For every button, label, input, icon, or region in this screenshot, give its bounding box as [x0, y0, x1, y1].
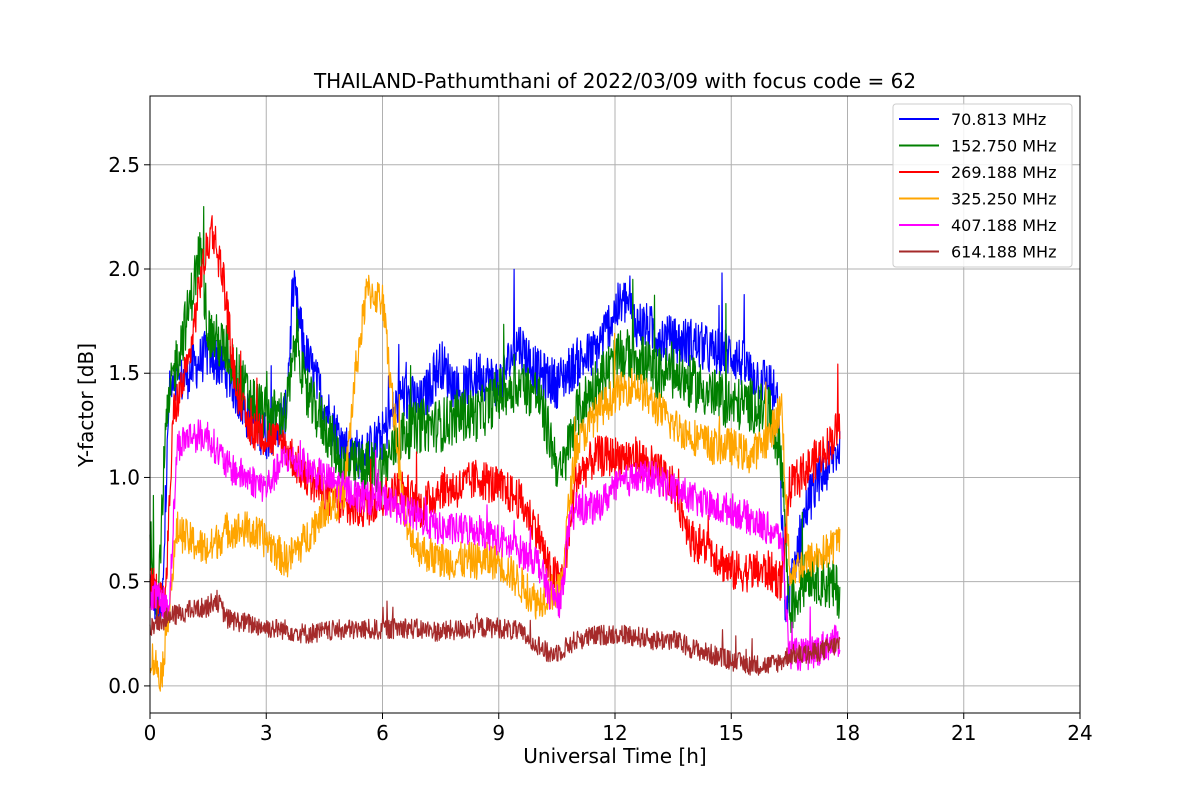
legend-label: 70.813 MHz: [951, 110, 1046, 129]
series-line-4: [149, 419, 841, 672]
legend-label: 614.188 MHz: [951, 243, 1056, 262]
legend-label: 269.188 MHz: [951, 163, 1056, 182]
legend: 70.813 MHz 152.750 MHz 269.188 MHz 325.250 …: [892, 103, 1073, 268]
y-tick-label: 1.0: [108, 465, 140, 489]
x-tick-label: 12: [602, 721, 627, 745]
legend-label: 407.188 MHz: [951, 216, 1056, 235]
x-tick-label: 0: [144, 721, 157, 745]
ticks: 0 3 6 9 12 15 18 21 24 0.0 0.5 1.0 1.5 2.0 2.5: [108, 153, 1093, 745]
x-tick-label: 15: [719, 721, 744, 745]
series-line-2: [149, 215, 841, 617]
chart-title: THAILAND-Pathumthani of 2022/03/09 with …: [313, 69, 916, 93]
series-group: [149, 206, 841, 692]
series-line-3: [149, 274, 841, 692]
y-tick-label: 2.0: [108, 257, 140, 281]
series-line-1: [149, 206, 841, 634]
series-line-5: [149, 589, 841, 676]
y-axis-label: Y-factor [dB]: [74, 343, 98, 468]
x-tick-label: 3: [260, 721, 273, 745]
x-axis-label: Universal Time [h]: [523, 744, 706, 768]
legend-label: 152.750 MHz: [951, 137, 1056, 156]
y-tick-label: 2.5: [108, 153, 140, 177]
y-tick-label: 0.0: [108, 674, 140, 698]
x-tick-label: 21: [951, 721, 976, 745]
x-tick-label: 24: [1067, 721, 1092, 745]
x-tick-label: 6: [376, 721, 389, 745]
y-tick-label: 0.5: [108, 570, 140, 594]
x-tick-label: 9: [492, 721, 505, 745]
x-tick-label: 18: [835, 721, 860, 745]
legend-label: 325.250 MHz: [951, 190, 1056, 209]
y-tick-label: 1.5: [108, 361, 140, 385]
